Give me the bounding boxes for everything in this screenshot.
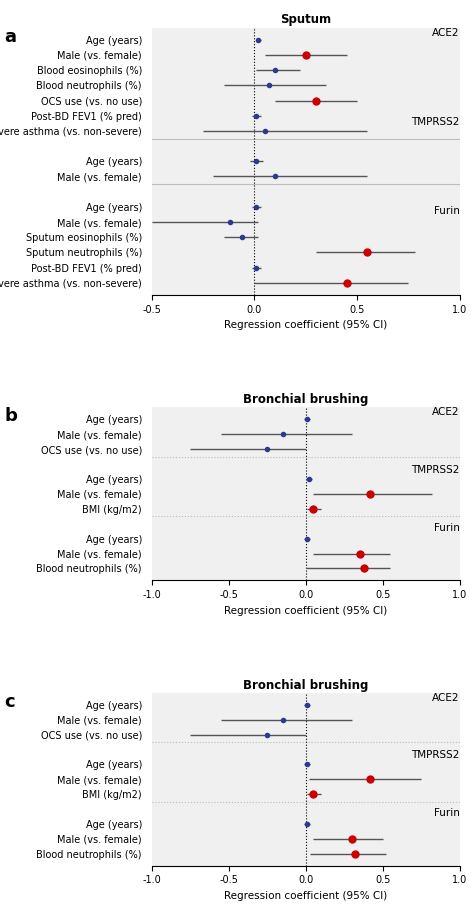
- X-axis label: Regression coefficient (95% CI): Regression coefficient (95% CI): [224, 891, 387, 901]
- Text: a: a: [5, 28, 17, 46]
- Title: Sputum: Sputum: [280, 14, 331, 27]
- Text: TMPRSS2: TMPRSS2: [411, 751, 460, 761]
- Title: Bronchial brushing: Bronchial brushing: [243, 393, 368, 406]
- Text: c: c: [5, 693, 15, 711]
- X-axis label: Regression coefficient (95% CI): Regression coefficient (95% CI): [224, 321, 387, 331]
- Text: Furin: Furin: [434, 808, 460, 818]
- Text: b: b: [5, 407, 18, 426]
- Title: Bronchial brushing: Bronchial brushing: [243, 679, 368, 692]
- Text: ACE2: ACE2: [432, 693, 460, 703]
- Text: Furin: Furin: [434, 523, 460, 532]
- Text: ACE2: ACE2: [432, 407, 460, 417]
- Text: Furin: Furin: [434, 205, 460, 216]
- Text: TMPRSS2: TMPRSS2: [411, 465, 460, 475]
- Text: ACE2: ACE2: [432, 28, 460, 38]
- Text: TMPRSS2: TMPRSS2: [411, 117, 460, 127]
- X-axis label: Regression coefficient (95% CI): Regression coefficient (95% CI): [224, 606, 387, 615]
